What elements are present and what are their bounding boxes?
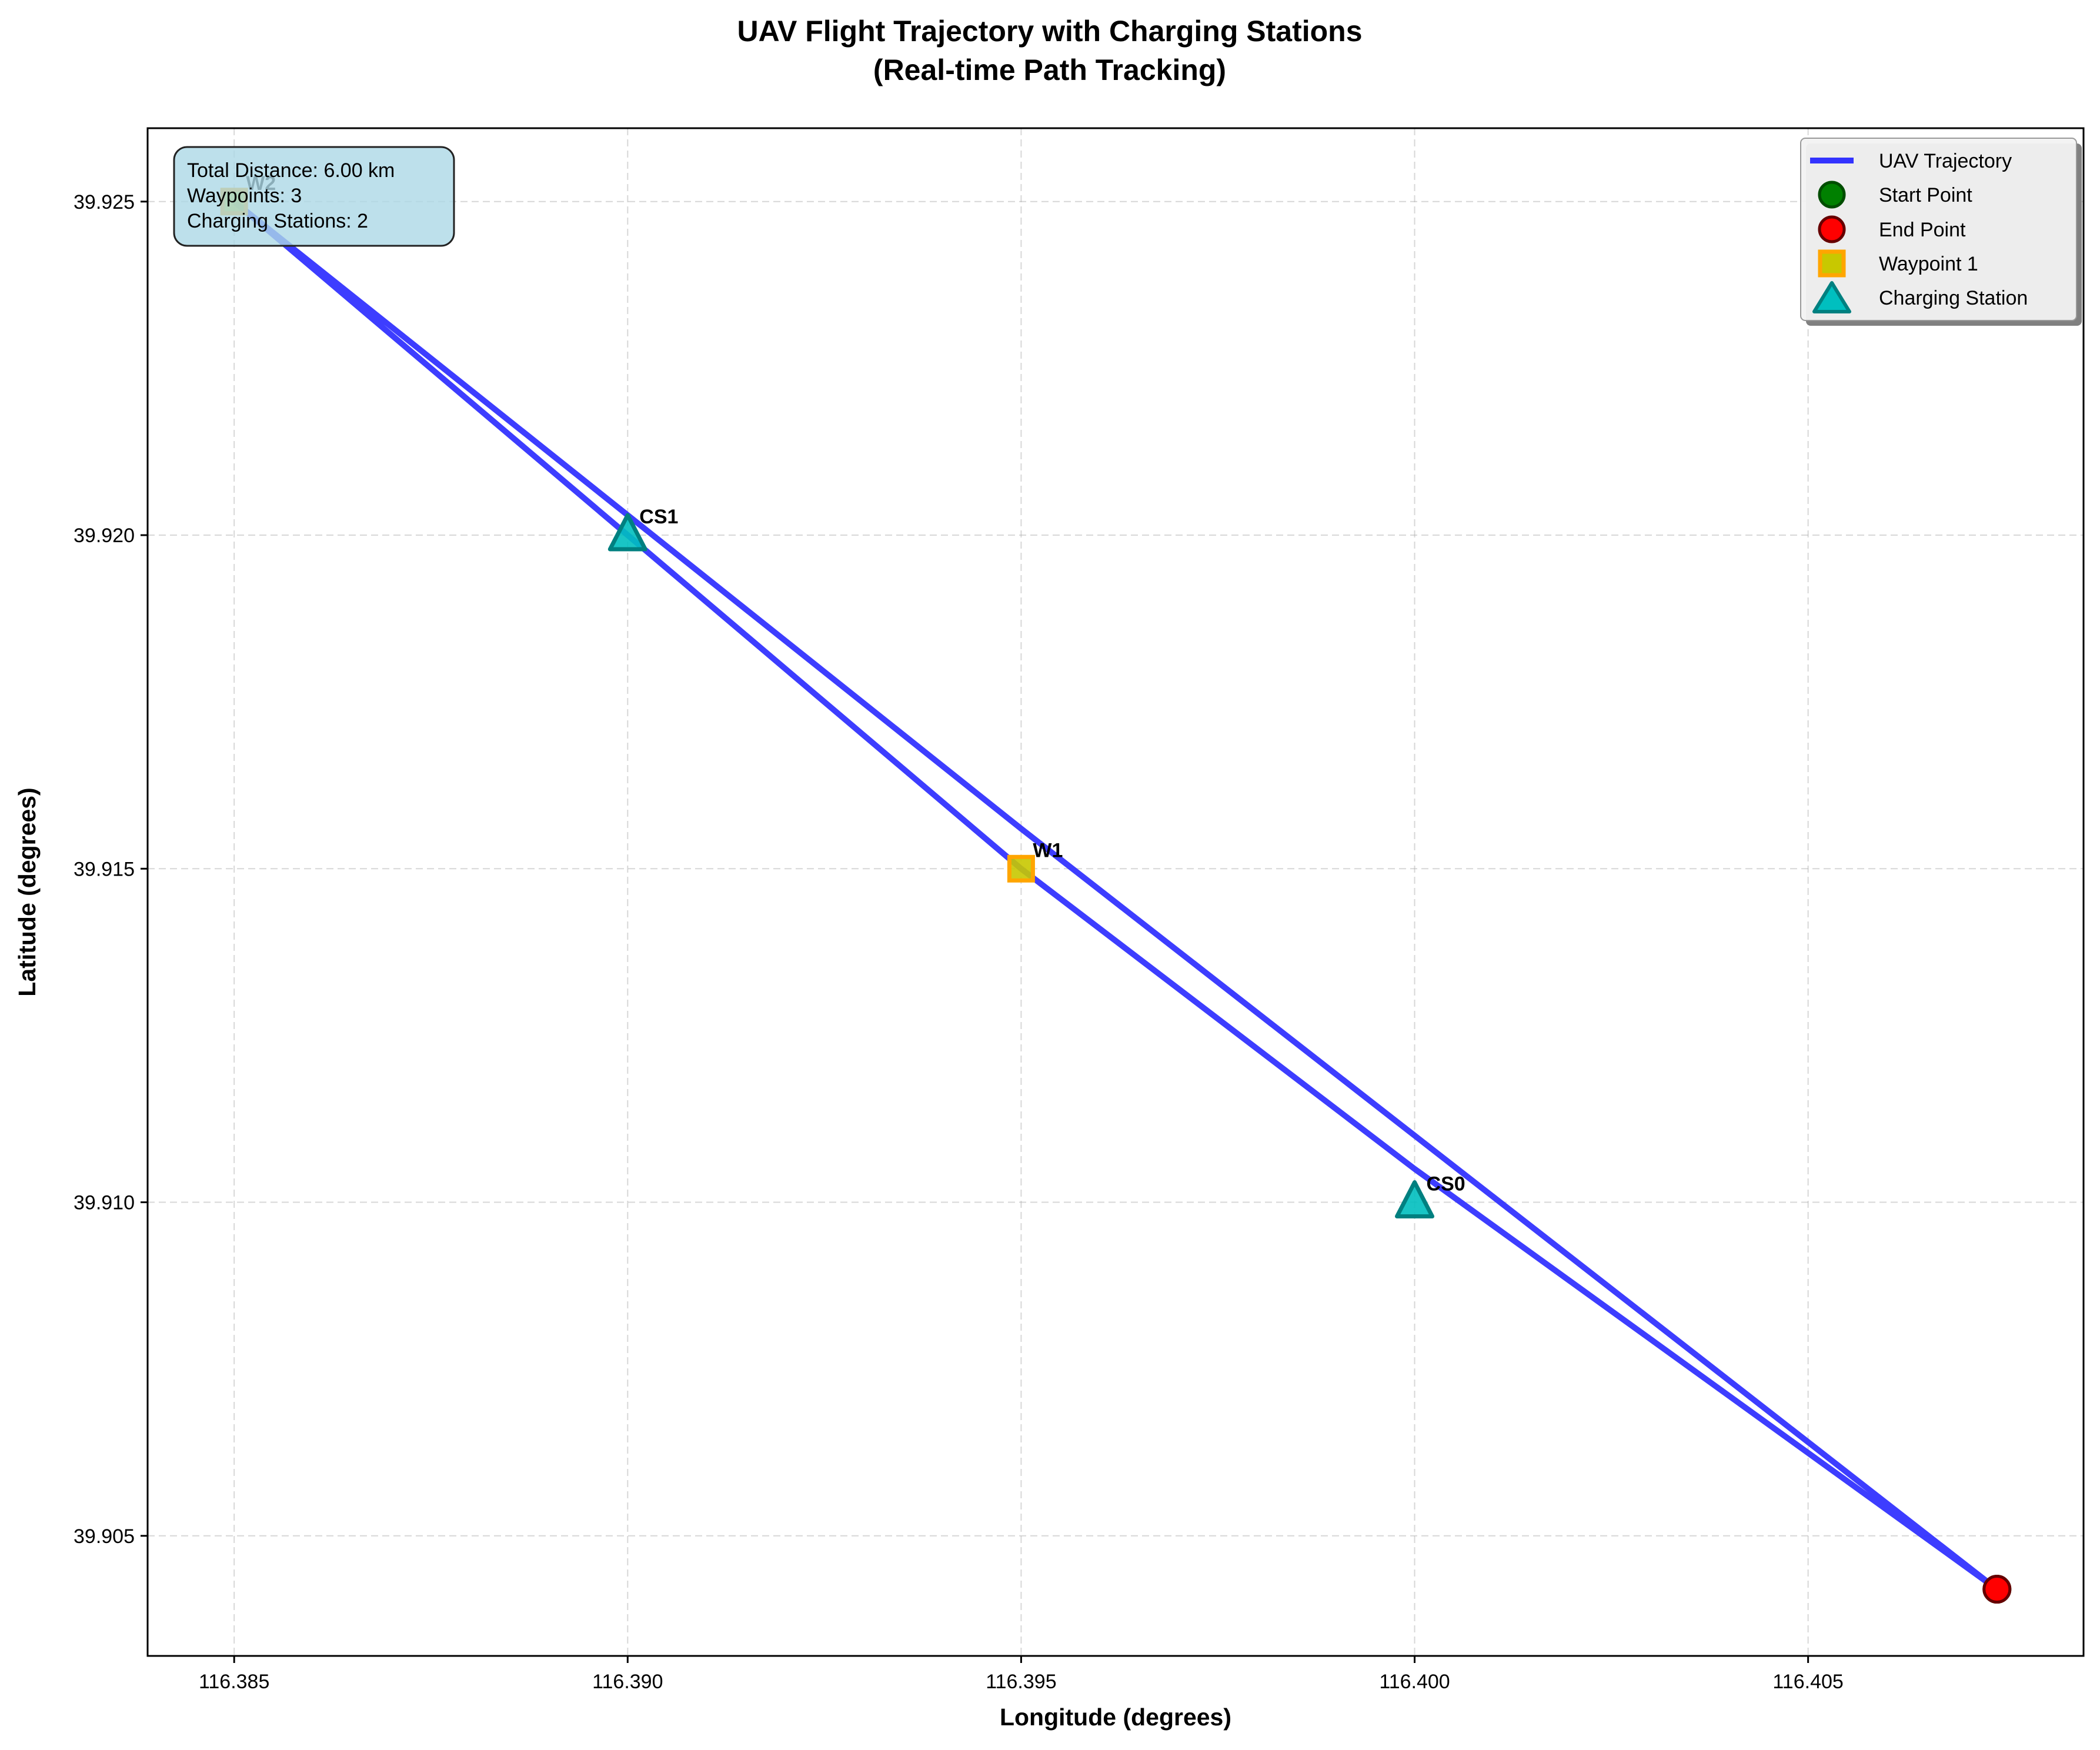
legend-background xyxy=(1800,138,2077,321)
info-total-distance: Total Distance: 6.00 km xyxy=(187,159,395,182)
markers xyxy=(220,188,2012,1604)
y-tick-label: 39.905 xyxy=(74,1525,135,1548)
x-axis-label: Longitude (degrees) xyxy=(1000,1704,1231,1731)
x-tick-label: 116.385 xyxy=(199,1671,269,1693)
legend-item-trajectory: UAV Trajectory xyxy=(1879,150,2012,172)
y-tick-label: 39.910 xyxy=(74,1192,135,1214)
legend-charging-icon xyxy=(1812,281,1851,313)
legend: UAV Trajectory Start Point End Point Way… xyxy=(1800,138,2082,326)
y-tick-label: 39.925 xyxy=(74,191,135,213)
legend-item-waypoint: Waypoint 1 xyxy=(1879,253,1978,275)
legend-start-icon xyxy=(1818,181,1846,209)
charging-station-marker xyxy=(1395,1180,1435,1219)
y-tick-label: 39.915 xyxy=(74,858,135,880)
y-axis-ticks: 39.905 39.910 39.915 39.920 39.925 xyxy=(74,191,148,1548)
waypoint-label: W1 xyxy=(1033,839,1063,861)
x-tick-label: 116.395 xyxy=(986,1671,1056,1693)
info-box: Total Distance: 6.00 km Waypoints: 3 Cha… xyxy=(173,146,455,247)
plot-frame xyxy=(146,127,2085,1657)
info-waypoints: Waypoints: 3 xyxy=(187,185,302,207)
chart-subtitle: (Real-time Path Tracking) xyxy=(873,54,1226,86)
legend-waypoint-icon xyxy=(1818,249,1846,278)
y-axis-label: Latitude (degrees) xyxy=(14,787,41,996)
y-tick-label: 39.920 xyxy=(74,525,135,547)
legend-end-icon xyxy=(1818,215,1846,243)
info-box-background xyxy=(173,146,455,247)
x-tick-label: 116.405 xyxy=(1772,1671,1843,1693)
legend-item-end: End Point xyxy=(1879,219,1966,241)
legend-item-start: Start Point xyxy=(1879,184,1972,206)
legend-item-charging: Charging Station xyxy=(1879,287,2028,309)
chart-title: UAV Flight Trajectory with Charging Stat… xyxy=(737,15,1362,48)
end-point-marker xyxy=(1982,1575,2012,1604)
charging-station-label: CS0 xyxy=(1427,1173,1465,1195)
charging-station-marker xyxy=(607,513,647,552)
info-charging-stations: Charging Stations: 2 xyxy=(187,210,368,232)
waypoint-marker xyxy=(1007,854,1035,883)
grid-lines xyxy=(148,128,2084,1656)
x-tick-label: 116.400 xyxy=(1379,1671,1450,1693)
charging-station-label: CS1 xyxy=(639,506,678,528)
x-axis-ticks: 116.385 116.390 116.395 116.400 116.405 xyxy=(199,1656,1844,1693)
x-tick-label: 116.390 xyxy=(592,1671,663,1693)
